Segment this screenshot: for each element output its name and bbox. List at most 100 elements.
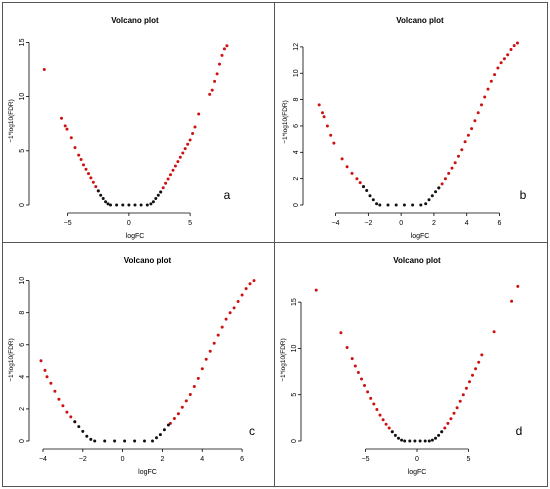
data-point (91, 180, 95, 184)
x-axis-label: logFC (411, 233, 430, 240)
y-tick-label: 12 (293, 43, 300, 51)
data-point (455, 406, 459, 410)
data-point (510, 299, 514, 303)
y-axis-label: −1*log10(FDR) (280, 338, 287, 382)
data-point (394, 203, 398, 207)
data-point (502, 57, 506, 61)
volcano-panel-a: Volcano plot −5 0 5 logFC 0 5 10 15 −1*log10(FDR)… (3, 3, 273, 241)
data-point (222, 47, 226, 51)
data-point (512, 44, 516, 48)
data-point (65, 410, 69, 414)
data-point (402, 203, 406, 207)
y-tick-label: 0 (291, 439, 298, 443)
data-point (492, 330, 496, 334)
data-point (176, 160, 180, 164)
data-point (161, 186, 165, 190)
x-tick-label: 5 (466, 456, 470, 463)
data-point (123, 439, 127, 443)
data-point (437, 186, 441, 190)
data-point (172, 417, 176, 420)
y-tick-label: 0 (19, 203, 26, 207)
x-tick-label: 6 (240, 456, 244, 463)
data-point (151, 439, 154, 443)
data-point (450, 166, 454, 170)
x-tick-label: 0 (399, 220, 403, 227)
data-point (368, 194, 372, 198)
data-point (446, 421, 450, 425)
data-point (79, 158, 83, 161)
data-point (208, 92, 212, 96)
data-point (322, 115, 326, 119)
data-point (427, 198, 431, 202)
x-axis-label: logFC (408, 469, 427, 476)
data-point (458, 399, 462, 403)
y-tick-label: 15 (19, 38, 26, 46)
data-point (430, 438, 434, 442)
y-tick-label: 6 (293, 124, 300, 128)
data-point (181, 151, 185, 155)
data-point (143, 439, 146, 443)
y-tick-label: 6 (19, 343, 26, 347)
data-point (474, 367, 478, 371)
point-series (317, 41, 519, 190)
data-point (197, 112, 201, 116)
data-point (452, 411, 456, 415)
data-point (213, 79, 217, 83)
x-tick-label: 4 (465, 220, 469, 227)
data-point (49, 381, 53, 385)
data-point (369, 396, 373, 400)
data-point (89, 176, 93, 180)
data-point (350, 171, 354, 175)
data-point (96, 189, 100, 193)
data-point (188, 138, 192, 142)
data-point (496, 66, 500, 70)
data-point (437, 433, 441, 437)
panel-divider-horizontal (2, 242, 548, 243)
data-point (149, 202, 153, 206)
data-point (457, 154, 460, 158)
data-point (224, 317, 228, 321)
data-point (476, 111, 480, 115)
y-tick-label: 10 (19, 93, 26, 101)
data-point (345, 346, 349, 349)
data-point (81, 429, 85, 433)
data-point (133, 203, 137, 207)
data-point (94, 185, 98, 189)
data-point (45, 375, 49, 379)
data-point (473, 119, 477, 123)
data-point (218, 62, 221, 66)
volcano-chart-svg: Volcano plot −4 −2 0 2 4 6 logFC 0 2 4 6 8 10 12 −1*log… (282, 16, 527, 240)
data-point (440, 182, 444, 186)
data-point (371, 198, 375, 202)
data-point (115, 203, 119, 207)
data-point (466, 133, 470, 137)
data-point (42, 68, 46, 71)
x-axis-label: logFC (126, 233, 145, 240)
data-point (216, 333, 220, 337)
volcano-chart-svg: Volcano plot −4 −2 0 2 4 6 logFC 0 2 4 6 8 10 −1*log10… (8, 256, 256, 476)
data-point (516, 41, 519, 45)
data-point (145, 203, 149, 207)
data-point (362, 185, 365, 189)
data-point (164, 181, 168, 185)
data-point (325, 124, 329, 128)
data-point (317, 103, 321, 107)
data-point (93, 439, 97, 443)
data-point (192, 385, 196, 388)
data-point (413, 439, 417, 443)
data-point (65, 127, 69, 131)
data-point (499, 61, 503, 65)
x-tick-label: −2 (364, 220, 372, 227)
data-point (210, 88, 214, 92)
data-point (69, 415, 73, 419)
data-point (106, 202, 110, 206)
x-tick-label: 2 (160, 456, 164, 463)
data-point (173, 164, 177, 168)
y-tick-label: 5 (19, 149, 26, 153)
data-point (171, 168, 175, 172)
data-point (366, 390, 370, 394)
y-tick-label: 15 (291, 298, 298, 306)
x-tick-label: 4 (200, 456, 204, 463)
data-point (204, 357, 208, 361)
